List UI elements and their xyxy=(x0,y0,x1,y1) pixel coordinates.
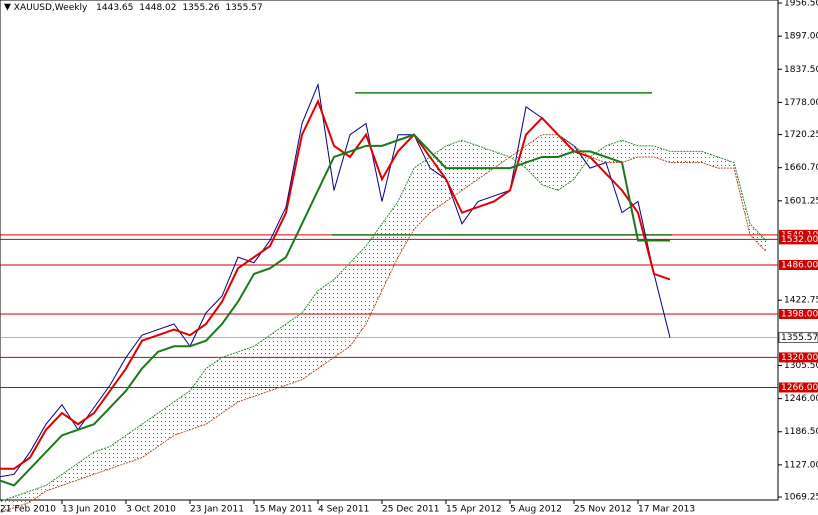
plot xyxy=(0,82,778,514)
price-box xyxy=(778,332,818,343)
x-tick-label: 3 Oct 2010 xyxy=(126,505,176,515)
y-tick-label: 1660.70 xyxy=(784,163,818,173)
x-tick-label: 17 Mar 2013 xyxy=(638,505,695,515)
open: 1443.65 xyxy=(96,3,133,13)
x-tick-label: 21 Feb 2010 xyxy=(0,505,56,515)
level-box xyxy=(779,308,818,319)
y-tick-label: 1422.75 xyxy=(784,296,818,306)
level-box xyxy=(779,352,818,363)
y-tick-label: 1127.00 xyxy=(784,460,818,470)
symbol: XAUUSD,Weekly xyxy=(14,3,88,13)
x-tick-label: 4 Sep 2011 xyxy=(318,505,369,515)
level-box xyxy=(779,259,818,270)
x-tick-label: 15 May 2011 xyxy=(254,505,313,515)
y-tick-label: 1601.25 xyxy=(784,196,818,206)
y-tick-label: 1305.50 xyxy=(784,361,818,371)
y-tick-label: 1186.50 xyxy=(784,427,818,437)
level-label: 1398.00 xyxy=(781,309,818,319)
x-tick-label: 25 Dec 2011 xyxy=(382,505,440,515)
low: 1355.26 xyxy=(182,3,219,13)
high: 1448.02 xyxy=(139,3,176,13)
price-label: 1355.57 xyxy=(781,333,818,343)
x-tick-label: 15 Apr 2012 xyxy=(446,505,502,515)
x-tick-label: 25 Nov 2012 xyxy=(574,505,632,515)
level-label: 1532.00 xyxy=(781,235,818,245)
y-tick-label: 1069.25 xyxy=(784,493,818,503)
series-line xyxy=(0,134,767,514)
level-label: 1486.00 xyxy=(781,260,818,270)
x-tick-label: 5 Aug 2012 xyxy=(510,505,562,515)
y-tick-label: 1956.50 xyxy=(784,0,818,9)
cloud-fill xyxy=(0,134,766,513)
close: 1355.57 xyxy=(225,3,262,13)
level-label: 1320.00 xyxy=(781,353,818,363)
y-tick-label: 1246.00 xyxy=(784,394,818,404)
y-tick-label: 1837.50 xyxy=(784,65,818,75)
series-line xyxy=(0,133,670,487)
level-box xyxy=(779,382,818,393)
level-label: 1266.00 xyxy=(781,383,818,393)
level-box xyxy=(779,234,818,245)
y-tick-label: 1897.00 xyxy=(784,32,818,42)
y-tick-label: 1778.00 xyxy=(784,98,818,108)
chart-header: ▼ XAUUSD,Weekly 1443.65 1448.02 1355.26 … xyxy=(4,3,263,13)
x-tick-label: 13 Jun 2010 xyxy=(62,505,116,515)
y-tick-label: 1720.25 xyxy=(784,130,818,140)
series-line xyxy=(0,139,767,503)
x-tick-label: 23 Jan 2011 xyxy=(190,505,244,515)
